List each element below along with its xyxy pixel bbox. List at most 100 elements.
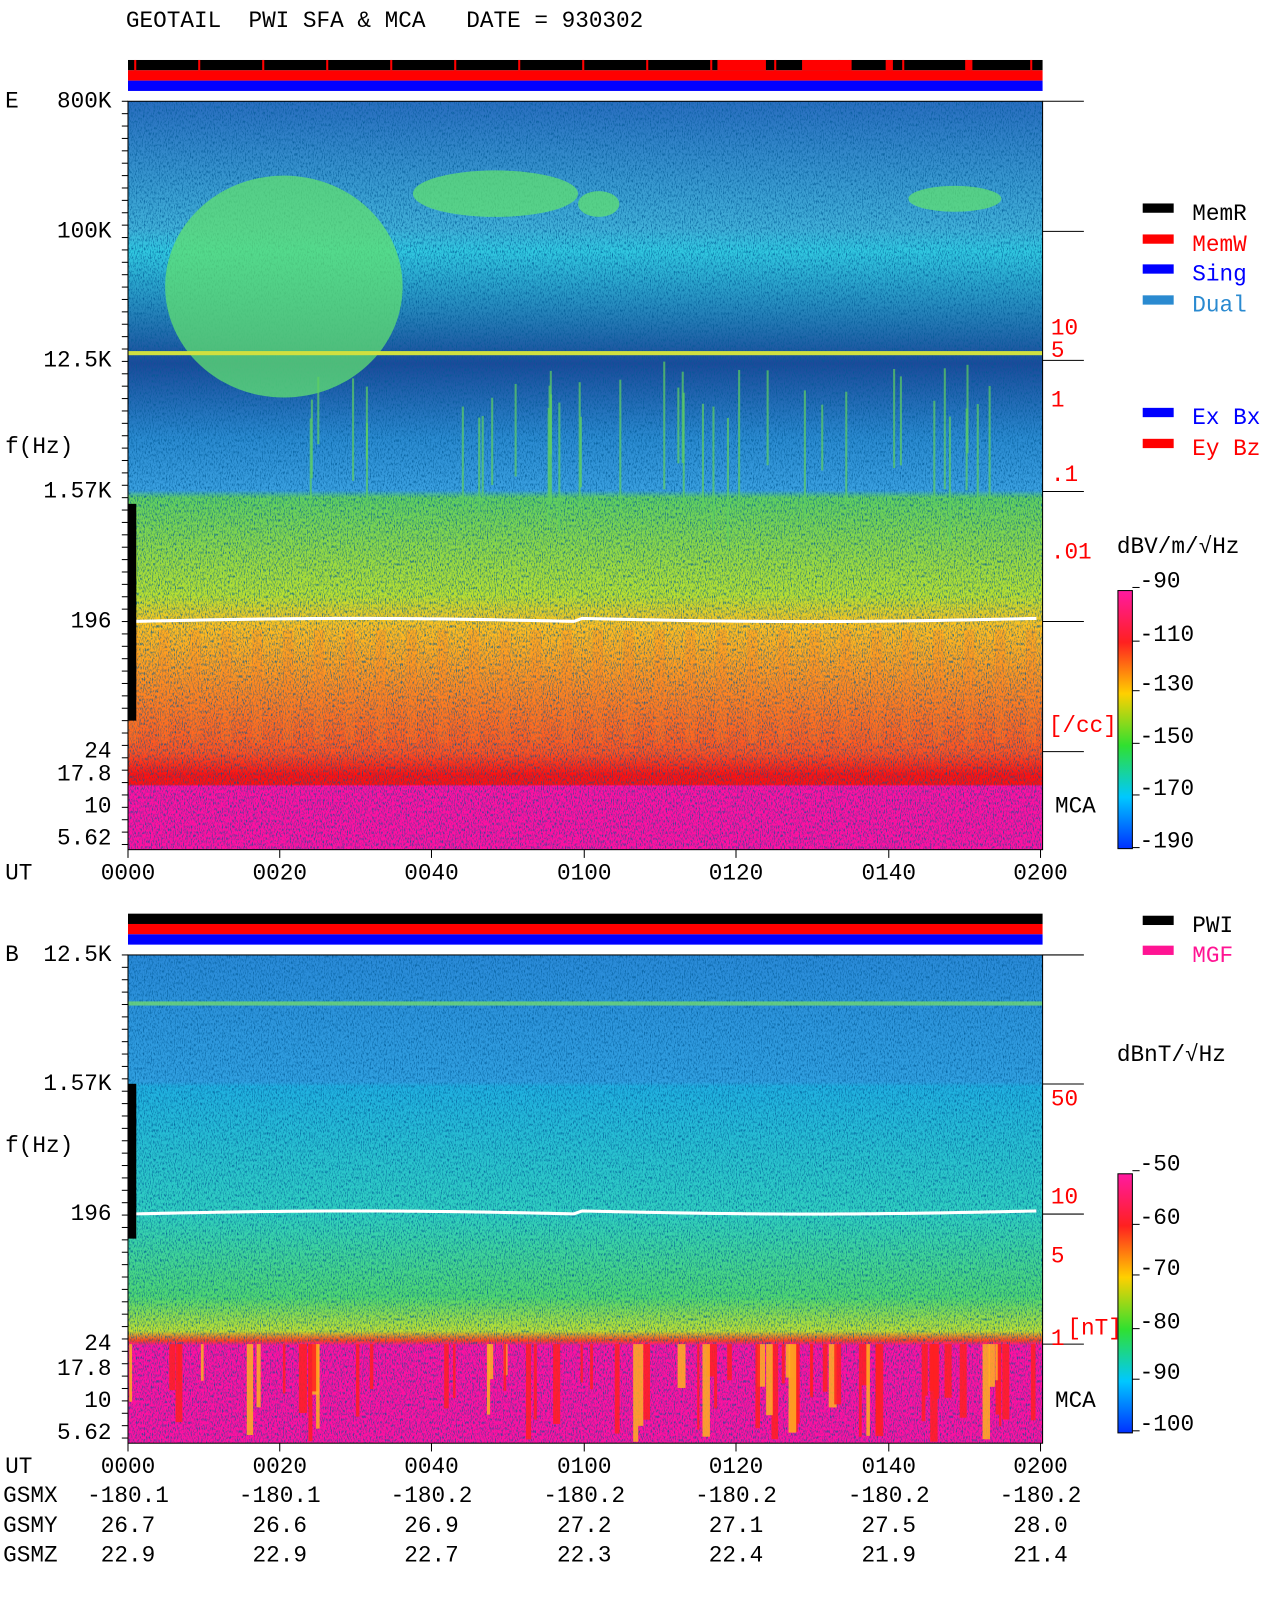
- panel-label: E: [5, 88, 19, 114]
- mca-stripe: [308, 1344, 313, 1442]
- mca-stripe: [921, 1344, 926, 1422]
- ephemeris-value: 22.9: [253, 1543, 307, 1569]
- ephemeris-value: -180.2: [543, 1483, 625, 1509]
- emission-patch: [165, 175, 403, 398]
- mca-stripe: [614, 1344, 620, 1434]
- emission-stripe: [514, 383, 517, 477]
- emission-stripe: [558, 402, 561, 532]
- emission-stripe: [478, 417, 481, 513]
- mca-stripe: [643, 1344, 650, 1420]
- mca-stripe: [633, 1344, 639, 1442]
- mca-stripe: [246, 1344, 254, 1435]
- density-label: .01: [1051, 539, 1092, 565]
- ephemeris-value: 26.7: [101, 1513, 155, 1539]
- emission-stripe: [682, 392, 685, 505]
- diag-band: [592, 629, 603, 744]
- legend-swatch: [1142, 295, 1174, 305]
- diag-band: [375, 629, 387, 744]
- mca-stripe: [677, 1344, 686, 1388]
- emission-stripe: [310, 399, 313, 479]
- diag-band: [499, 629, 510, 744]
- mca-stripe: [929, 1344, 934, 1391]
- emission-stripe: [491, 397, 494, 486]
- time-tick-label: 0040: [404, 860, 458, 886]
- time-axis-label: UT: [5, 1454, 32, 1480]
- freq-label: 5.62: [57, 1420, 111, 1446]
- mca-stripe: [503, 1344, 507, 1391]
- axis-title: f(Hz): [5, 434, 73, 460]
- ephemeris-value: 21.4: [1013, 1543, 1067, 1569]
- emission-stripe: [845, 391, 848, 504]
- freq-label: 24: [84, 1331, 111, 1357]
- ephemeris-value: 21.9: [862, 1543, 916, 1569]
- legend-swatch: [1142, 915, 1174, 926]
- status-tick: [838, 59, 841, 71]
- emission-patch: [578, 191, 620, 217]
- mca-stripe: [861, 1344, 870, 1386]
- emission-line: [128, 351, 1043, 356]
- time-tick-label: 0000: [101, 860, 155, 886]
- status-tick: [1030, 59, 1033, 71]
- mca-stripe: [486, 1344, 491, 1415]
- density-label: 5: [1051, 338, 1065, 364]
- colorbar-tick-label: -90: [1140, 568, 1181, 594]
- status-tick: [902, 59, 905, 71]
- diag-band: [747, 629, 758, 744]
- mca-stripe: [638, 1344, 644, 1426]
- cyclotron-line: [127, 1209, 1037, 1216]
- freq-label: 800K: [57, 88, 112, 114]
- emission-stripe: [481, 416, 484, 495]
- status-tick: [390, 59, 393, 71]
- diag-band: [685, 629, 696, 744]
- diag-band: [902, 629, 913, 744]
- diag-band: [220, 629, 232, 744]
- mca-stripe: [316, 1344, 320, 1429]
- ephemeris-label: GSMX: [3, 1483, 58, 1509]
- status-bar: [128, 923, 1043, 935]
- emission-stripe: [317, 376, 320, 445]
- colorbar: [1117, 1173, 1133, 1434]
- freq-label: 12.5K: [43, 942, 111, 968]
- status-segment: [885, 59, 893, 71]
- legend-swatch: [1142, 234, 1174, 244]
- mca-stripe: [308, 1344, 311, 1407]
- colorbar-tick-label: -80: [1140, 1309, 1181, 1335]
- ephemeris-value: 26.9: [404, 1513, 458, 1539]
- emission-stripe: [579, 416, 582, 488]
- legend-entry: Ey Bz: [1192, 436, 1260, 462]
- diag-band: [406, 629, 418, 744]
- emission-stripe: [677, 387, 680, 464]
- status-tick: [134, 59, 137, 71]
- mca-stripe: [714, 1344, 718, 1409]
- diag-band: [871, 629, 882, 744]
- diag-band: [158, 629, 170, 744]
- emission-stripe: [933, 400, 936, 509]
- colorbar-unit: dBV/m/√Hz: [1117, 534, 1240, 560]
- colorbar-tick-label: -100: [1140, 1412, 1194, 1438]
- emission-stripe: [943, 368, 946, 490]
- status-tick: [710, 59, 713, 71]
- status-bar: [128, 913, 1043, 924]
- mca-stripe: [129, 1344, 133, 1402]
- colorbar: [1117, 590, 1133, 850]
- emission-stripe: [701, 403, 704, 512]
- density-label: 50: [1051, 1086, 1078, 1112]
- colorbar-tick-label: -190: [1140, 828, 1194, 854]
- diag-band: [623, 629, 634, 744]
- legend-entry: PWI: [1192, 913, 1233, 939]
- axis-title: f(Hz): [5, 1133, 73, 1159]
- diag-band: [933, 629, 944, 744]
- mca-stripe: [452, 1344, 456, 1399]
- ephemeris-value: -180.2: [391, 1483, 473, 1509]
- emission-line: [128, 1001, 1043, 1006]
- emission-patch: [412, 170, 579, 217]
- ephemeris-value: 22.7: [404, 1543, 458, 1569]
- mca-stripe: [866, 1344, 870, 1436]
- mca-stripe: [256, 1344, 261, 1408]
- emission-stripe: [766, 370, 769, 466]
- density-label: 5: [1051, 1243, 1065, 1269]
- ephemeris-value: 22.3: [557, 1543, 611, 1569]
- mca-stripe: [933, 1344, 940, 1399]
- mca-stripe: [982, 1344, 990, 1440]
